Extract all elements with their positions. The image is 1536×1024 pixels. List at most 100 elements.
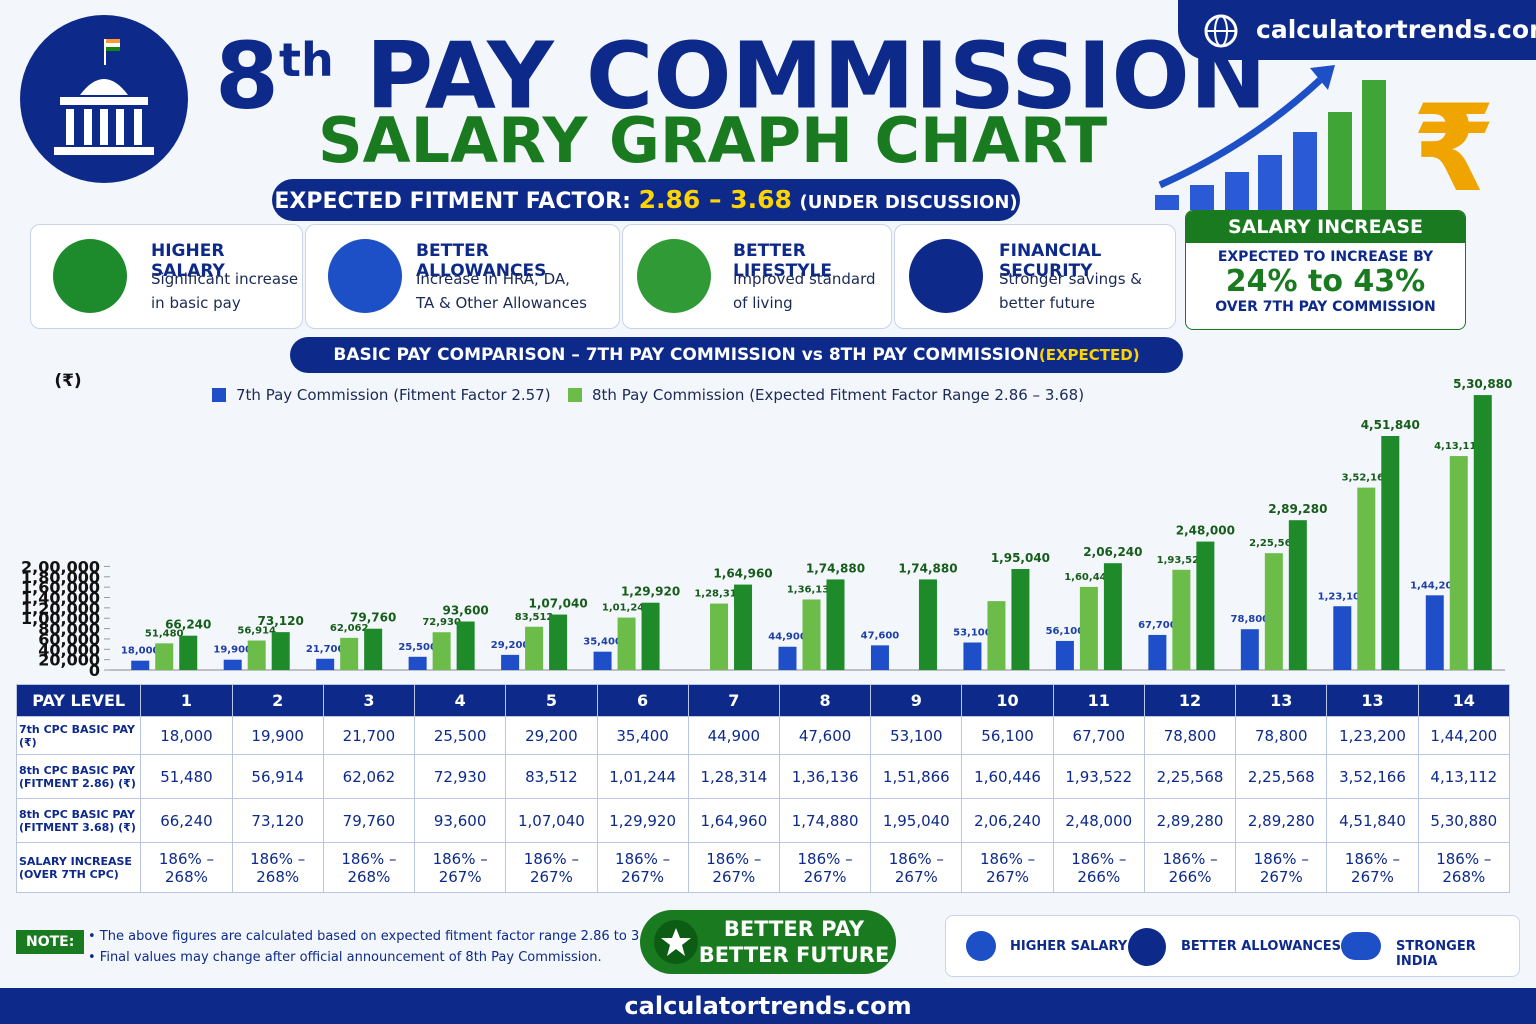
star-icon <box>654 920 698 964</box>
data-label: 93,600 <box>442 604 488 618</box>
legend-swatch <box>212 388 226 402</box>
y-tick-label: 20,000 <box>38 651 100 670</box>
bar <box>1425 595 1444 670</box>
table-cell: 4,13,112 <box>1417 754 1511 799</box>
fitment-bar: EXPECTED FITMENT FACTOR: 2.86 – 3.68 (UN… <box>272 179 1020 221</box>
table-cell: 186% – 268% <box>322 842 416 893</box>
table-row: 8th CPC BASIC PAY (FITMENT 3.68) (₹) 66,2… <box>15 798 1511 843</box>
table-cell: 1,36,136 <box>778 754 872 799</box>
site-top: calculatortrends.com <box>1178 0 1536 60</box>
bar <box>1449 456 1468 670</box>
data-label: 51,480 <box>145 628 184 639</box>
feature-line: Stronger savings & <box>999 270 1142 288</box>
y-tick-label: 40,000 <box>38 640 100 659</box>
header-cell: 6 <box>596 684 689 717</box>
bar <box>316 658 335 670</box>
feature-line: TA & Other Allowances <box>416 294 587 312</box>
header-cell: 5 <box>505 684 598 717</box>
header-cell: 8 <box>778 684 872 717</box>
feature-line: of living <box>733 294 793 312</box>
data-label: 4,51,840 <box>1361 418 1420 432</box>
badge-line: BETTER PAY <box>723 917 865 941</box>
icon <box>1128 928 1166 966</box>
bar <box>778 646 797 670</box>
bar <box>617 617 636 670</box>
y-tick-label: 60,000 <box>38 630 100 649</box>
bar <box>1011 568 1030 670</box>
title-suffix: th <box>279 33 334 87</box>
header-cell: 3 <box>322 684 416 717</box>
section-bar: BASIC PAY COMPARISON – 7TH PAY COMMISSIO… <box>290 337 1183 373</box>
table-cell: 2,25,568 <box>1143 754 1237 799</box>
feature-title: BETTER ALLOWANCES <box>416 241 547 281</box>
table-cell: 47,600 <box>778 716 872 755</box>
bar <box>1288 520 1307 670</box>
data-label: 29,200 <box>491 640 530 651</box>
footer-icon-label: STRONGER INDIA <box>1396 939 1476 969</box>
salary-increase-box: SALARY INCREASE EXPECTED TO INCREASE BY … <box>1185 210 1466 330</box>
section-title: BASIC PAY COMPARISON – 7TH PAY COMMISSIO… <box>333 345 1039 365</box>
bar <box>131 660 150 670</box>
table-cell: 73,120 <box>231 798 324 843</box>
table-cell: 1,28,314 <box>687 754 780 799</box>
data-label: 1,01,244 <box>602 603 651 614</box>
table-cell: 186% – 266% <box>1143 842 1237 893</box>
bar <box>734 584 753 670</box>
table-row: 7th CPC BASIC PAY (₹) 18,000 19,900 21,700 2… <box>15 716 1511 755</box>
data-label: 1,95,040 <box>991 551 1050 565</box>
bar <box>1333 606 1352 670</box>
data-label: 66,240 <box>165 618 211 632</box>
table-row: 8th CPC BASIC PAY (FITMENT 2.86) (₹) 51,4… <box>15 754 1511 799</box>
table-cell: 186% – 267% <box>961 842 1054 893</box>
data-label: 25,500 <box>398 642 437 653</box>
bar <box>1103 563 1122 670</box>
bar <box>641 602 660 670</box>
bar <box>364 628 383 670</box>
svg-text:₹: ₹ <box>1412 80 1496 210</box>
table-cell: 1,01,244 <box>596 754 689 799</box>
fitment-note: (UNDER DISCUSSION) <box>799 192 1018 213</box>
box-line: OVER 7TH PAY COMMISSION <box>1215 299 1436 315</box>
table-cell: 186% – 267% <box>414 842 507 893</box>
table-cell: 1,44,200 <box>1417 716 1511 755</box>
feature-title: HIGHER SALARY <box>151 241 225 281</box>
table-cell: 186% – 267% <box>870 842 963 893</box>
box-range: 24% to 43% <box>1225 264 1426 299</box>
table-cell: 186% – 268% <box>231 842 324 893</box>
table-cell: 1,95,040 <box>870 798 963 843</box>
table-cell: 78,800 <box>1235 716 1328 755</box>
table-cell: 56,914 <box>231 754 324 799</box>
data-label: 2,25,566 <box>1249 538 1298 549</box>
y-tick-label: 80,000 <box>38 620 100 639</box>
data-label: 56,914 <box>237 626 276 637</box>
table-cell: 2,48,000 <box>1052 798 1145 843</box>
table-cell: 1,74,880 <box>778 798 872 843</box>
data-label: 83,512 <box>515 612 554 623</box>
bar <box>1473 395 1492 670</box>
table-cell: 44,900 <box>687 716 780 755</box>
header-cell: 9 <box>870 684 963 717</box>
data-label: 4,13,112 <box>1434 441 1483 452</box>
data-label: 72,930 <box>422 617 461 628</box>
site-text: calculatortrends.com <box>1256 15 1536 44</box>
feature-line: in basic pay <box>151 294 241 312</box>
table-cell: 1,07,040 <box>505 798 598 843</box>
y-tick-label: 1,00,000 <box>21 609 100 628</box>
table-cell: 4,51,840 <box>1326 798 1419 843</box>
data-label: 47,600 <box>861 630 900 641</box>
table-cell: 2,25,568 <box>1235 754 1328 799</box>
data-label: 1,74,880 <box>898 561 957 575</box>
note-label: NOTE: <box>16 930 85 954</box>
data-label: 78,800 <box>1231 614 1270 625</box>
data-label: 44,900 <box>768 632 807 643</box>
row-label: 8th CPC BASIC PAY (FITMENT 2.86) (₹) <box>15 754 142 799</box>
header-cell: 4 <box>414 684 507 717</box>
data-label: 5,30,880 <box>1453 377 1512 391</box>
bar <box>1381 436 1400 670</box>
icon <box>1341 932 1381 960</box>
header-row: PAY LEVEL 1 2 3 4 5 6 7 8 9 10 11 12 13 13 14 <box>15 684 1511 717</box>
table-cell: 3,52,166 <box>1326 754 1419 799</box>
bar <box>340 637 359 670</box>
data-label: 1,44,200 <box>1410 580 1459 591</box>
chart: (₹) 020,00040,00060,00080,0001,00,0001,20… <box>21 371 1512 680</box>
